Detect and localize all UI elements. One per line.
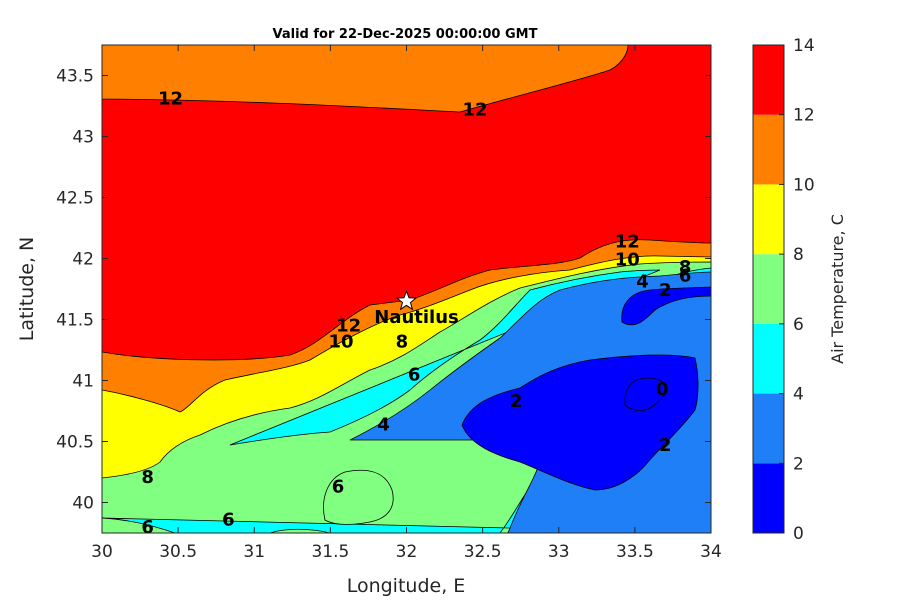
y-tick-label: 41 — [72, 372, 94, 392]
band-top-10-12 — [102, 45, 629, 113]
y-tick-label: 40.5 — [56, 433, 94, 453]
contour-label: 8 — [141, 467, 154, 488]
colorbar-label: Air Temperature, C — [828, 214, 847, 364]
contour-label: 8 — [396, 331, 409, 352]
x-tick-label: 33 — [548, 542, 570, 562]
x-tick-label: 30 — [91, 542, 113, 562]
colorbar-tick-label: 2 — [793, 454, 804, 474]
colorbar-segment — [753, 463, 784, 533]
x-tick-label: 32 — [396, 542, 418, 562]
x-tick-label: 31 — [243, 542, 265, 562]
colorbar-segment — [753, 45, 784, 115]
contour-label: 6 — [222, 510, 235, 531]
x-tick-label: 30.5 — [159, 542, 197, 562]
contour-label: 6 — [679, 266, 692, 287]
band-0-2-ne — [621, 286, 711, 326]
colorbar-segment — [753, 184, 784, 255]
colorbar-tick-label: 0 — [793, 524, 804, 544]
contour-label: 2 — [510, 391, 523, 412]
island-6-8 — [323, 469, 394, 525]
colorbar-segment — [753, 114, 784, 185]
x-tick-label: 32.5 — [464, 542, 502, 562]
colorbar-tick-label: 12 — [793, 106, 815, 126]
colorbar-tick-label: 8 — [793, 245, 804, 265]
y-tick-label: 43.5 — [56, 67, 94, 87]
contour-label: 4 — [377, 414, 390, 435]
contour-label: 12 — [615, 231, 640, 252]
contour-label: 2 — [659, 435, 672, 456]
x-tick-label: 33.5 — [616, 542, 654, 562]
contour-label: 6 — [408, 364, 421, 385]
contour-label: 8 — [679, 257, 692, 278]
colorbar-tick-label: 10 — [793, 175, 815, 195]
colorbar-tick-label: 14 — [793, 36, 815, 56]
y-tick-label: 40 — [72, 494, 94, 514]
contour-label: 10 — [615, 250, 640, 271]
station-label: Nautilus — [374, 307, 459, 328]
station-marker: Nautilus — [374, 289, 459, 328]
x-tick-label: 34 — [700, 542, 722, 562]
colorbar-tick-label: 6 — [793, 315, 804, 335]
colorbar-segment — [753, 393, 784, 464]
colorbar-tick-label: 4 — [793, 385, 804, 405]
station-star-icon — [395, 289, 418, 311]
contour-label: 4 — [636, 272, 649, 293]
colorbar-segment — [753, 254, 784, 324]
x-axis-label: Longitude, E — [347, 575, 466, 597]
contour-label: 12 — [462, 100, 487, 121]
contour-label: 6 — [332, 477, 345, 498]
band-0-2-main — [461, 354, 699, 491]
y-tick-label: 41.5 — [56, 311, 94, 331]
contour-label: 10 — [329, 331, 354, 352]
contour-label: 6 — [141, 517, 154, 538]
contour-label: 12 — [158, 89, 183, 110]
x-axis-ticks: 30 30.5 31 31.5 32 32.5 33 33.5 34 — [91, 45, 722, 562]
y-tick-label: 43 — [72, 128, 94, 148]
chart-title: Valid for 22-Dec-2025 00:00:00 GMT — [273, 27, 538, 42]
contour-label: 0 — [656, 379, 669, 400]
contour-fills — [102, 45, 711, 533]
colorbar-frame — [752, 44, 785, 534]
x-tick-label: 31.5 — [311, 542, 349, 562]
y-tick-label: 42.5 — [56, 189, 94, 209]
zero-contour-loop — [624, 377, 667, 412]
colorbar-segment — [753, 323, 784, 394]
y-tick-label: 42 — [72, 250, 94, 270]
colorbar: 0 2 4 6 8 10 12 14 — [752, 36, 815, 544]
contour-label: 12 — [336, 316, 361, 337]
contour-label: 2 — [659, 280, 672, 301]
y-axis-label: Latitude, N — [16, 237, 38, 342]
